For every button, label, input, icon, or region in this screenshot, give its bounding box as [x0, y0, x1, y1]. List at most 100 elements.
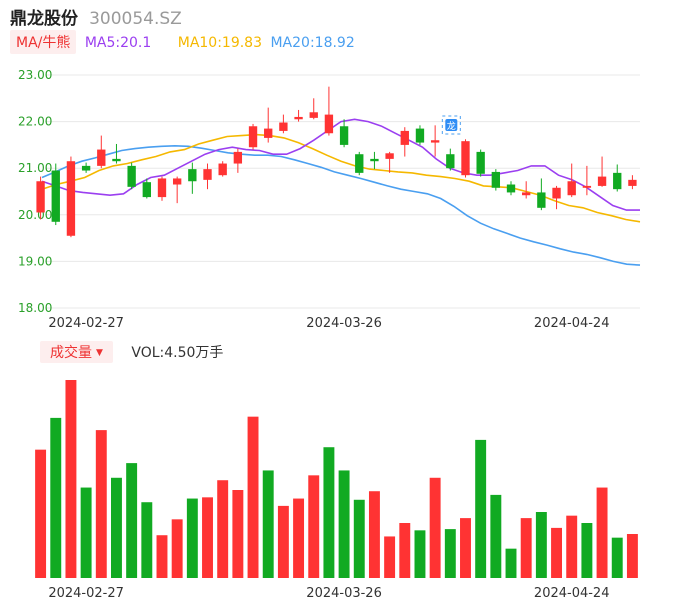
candle-body [218, 163, 227, 176]
stock-name: 鼎龙股份 [10, 9, 78, 29]
stock-code: 300054.SZ [89, 9, 182, 29]
event-marker: 龙 [441, 115, 461, 135]
ma10-label: MA10:19.83 [177, 35, 263, 51]
candle-body [628, 179, 637, 186]
volume-bar [262, 470, 274, 578]
volume-bar [444, 529, 456, 578]
candle-body [491, 171, 501, 188]
candle-body [203, 169, 212, 180]
y-tick-label: 19.00 [18, 254, 52, 268]
volume-bar [186, 498, 198, 578]
candle-body [264, 128, 273, 138]
ma20-line [41, 144, 641, 266]
volume-bar [520, 518, 532, 578]
volume-bar [384, 536, 396, 578]
volume-bar [156, 535, 168, 578]
stock-title: 鼎龙股份 300054.SZ [10, 4, 182, 29]
volume-bar [460, 518, 471, 578]
volume-bar [217, 480, 229, 578]
price-x-axis: 2024-02-27 2024-03-26 2024-04-24 [48, 316, 609, 331]
candle-body [51, 170, 60, 222]
price-y-axis: 23.00 22.00 21.00 20.00 19.00 18.00 [18, 68, 52, 315]
ma-selector-button[interactable]: MA/牛熊 [10, 30, 77, 54]
volume-bar [353, 499, 365, 578]
candle-body [294, 116, 303, 120]
volume-bar [368, 491, 380, 578]
volume-bar [399, 523, 411, 578]
candle-body [81, 165, 91, 171]
candle-body [339, 126, 349, 145]
candle-body [597, 176, 607, 186]
candle-body [430, 140, 440, 143]
volume-bar [293, 498, 305, 578]
volume-selector-button[interactable]: 成交量 ▼ [40, 341, 113, 363]
volume-bars [35, 380, 638, 578]
volume-bar [475, 439, 487, 578]
volume-bar [535, 512, 547, 578]
volume-bar [232, 490, 244, 578]
volume-bar [202, 497, 213, 578]
y-tick-label: 22.00 [18, 115, 52, 129]
ma5-label: MA5:20.1 [84, 35, 152, 51]
volume-selector-label: 成交量 [50, 345, 92, 361]
candle-body [370, 158, 379, 162]
volume-bar [414, 530, 426, 578]
volume-bar [35, 449, 47, 578]
candle-body [248, 126, 258, 148]
volume-bar [338, 470, 350, 578]
candle-body [66, 161, 76, 236]
ma5-line [41, 118, 640, 211]
candle-body [172, 178, 182, 185]
volume-bar [596, 487, 608, 578]
y-tick-label: 23.00 [18, 68, 52, 82]
candle-body [127, 165, 136, 187]
volume-bar [429, 477, 441, 578]
volume-bar [141, 502, 153, 578]
y-tick-label: 21.00 [18, 161, 52, 175]
candle-body [552, 187, 561, 199]
dragon-tiger-marker-icon [445, 119, 458, 131]
candle-body [582, 185, 592, 188]
candle-body [142, 182, 151, 198]
candle-body [157, 178, 167, 198]
candle-body [522, 192, 531, 196]
y-tick-label: 18.00 [18, 301, 52, 315]
candle-body [537, 192, 546, 208]
volume-bar [551, 527, 563, 578]
volume-legend: 成交量 ▼ VOL:4.50万手 [40, 341, 223, 363]
volume-x-tick-label: 2024-03-26 [306, 586, 382, 601]
volume-bar [80, 487, 92, 578]
candle-body [613, 172, 622, 190]
volume-bar [308, 475, 320, 578]
candle-body [461, 141, 470, 176]
volume-bar [581, 523, 593, 578]
candle-body [446, 154, 455, 169]
volume-bar [566, 515, 578, 578]
candle-body [415, 128, 425, 143]
volume-x-axis: 2024-02-27 2024-03-26 2024-04-24 [48, 586, 609, 601]
candle-body [233, 151, 243, 164]
volume-bar [626, 534, 638, 578]
marker-frame [441, 115, 461, 135]
dropdown-arrow-icon: ▼ [96, 348, 103, 358]
candle-body [385, 153, 394, 159]
candle-body [279, 122, 288, 131]
volume-bar [505, 548, 517, 578]
volume-bar [50, 417, 62, 578]
y-tick-label: 20.00 [18, 208, 52, 222]
candle-body [188, 169, 197, 182]
candle-body [309, 112, 318, 118]
candle-body [324, 114, 334, 134]
candlestick-series [36, 86, 637, 238]
volume-bar [171, 519, 183, 578]
volume-bar [611, 537, 623, 578]
x-tick-label: 2024-02-27 [48, 316, 124, 331]
volume-bar [277, 505, 289, 578]
volume-bar [65, 380, 77, 578]
volume-bar [323, 447, 335, 578]
candle-body [36, 181, 45, 213]
volume-bar [95, 430, 107, 578]
ma20-label: MA20:18.92 [270, 35, 355, 51]
volume-value: VOL:4.50万手 [131, 345, 224, 361]
